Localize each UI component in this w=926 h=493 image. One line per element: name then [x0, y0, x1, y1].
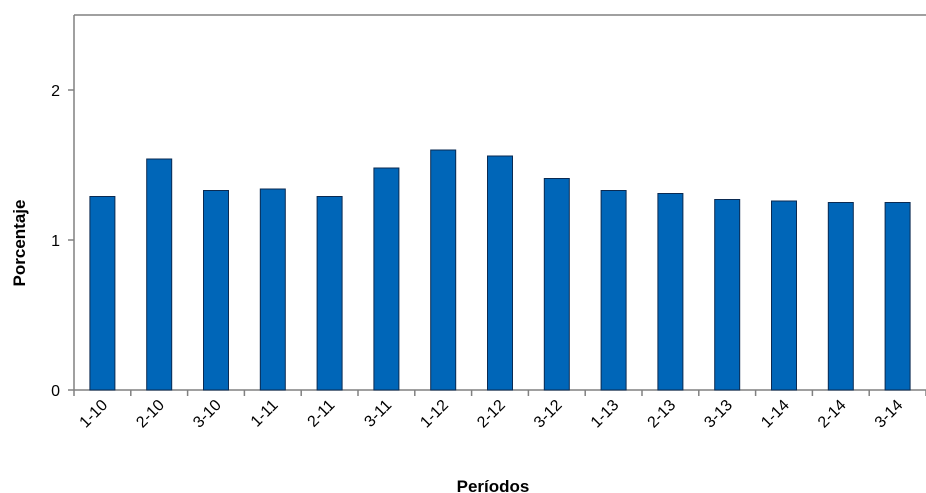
x-tick-label: 2-14 — [815, 397, 850, 432]
x-tick-label: 1-13 — [588, 397, 623, 432]
y-tick-label: 2 — [51, 83, 60, 100]
bar-3-12 — [543, 178, 570, 391]
plot-area: 1-10 2-10 3-10 1-11 2-11 3-11 1-12 2-12 3-12 1-13… — [51, 14, 926, 432]
x-tick-label: 3-10 — [190, 397, 225, 432]
bar-3-10 — [203, 190, 229, 391]
x-tick-label: 2-12 — [474, 397, 509, 432]
bar-3-13 — [714, 199, 741, 391]
x-tick-label: 2-13 — [645, 397, 680, 432]
x-tick-label: 1-12 — [417, 397, 452, 432]
x-axis-ticks — [73, 390, 926, 396]
bar-3-14 — [884, 202, 911, 391]
x-tick-label: 2-11 — [305, 397, 339, 431]
x-tick-label: 1-11 — [248, 397, 282, 431]
bar-2-13 — [657, 193, 684, 391]
bar-1-12 — [430, 149, 457, 391]
bar-1-10 — [89, 196, 116, 391]
bar-1-13 — [600, 190, 627, 391]
y-tick-label: 1 — [51, 233, 60, 250]
y-axis-tick-labels: 0 1 2 — [51, 83, 60, 400]
y-axis-ticks — [68, 89, 74, 391]
bar-3-11 — [373, 167, 400, 391]
bar-2-12 — [487, 155, 513, 391]
bar-1-11 — [259, 188, 286, 391]
x-axis-tick-labels: 1-10 2-10 3-10 1-11 2-11 3-11 1-12 2-12 3-12 1-13… — [77, 397, 907, 432]
bar-2-10 — [146, 158, 173, 391]
bar-2-14 — [827, 202, 854, 391]
x-tick-label: 3-12 — [531, 397, 566, 432]
x-tick-label: 1-10 — [77, 397, 112, 432]
x-axis-title: Períodos — [457, 477, 530, 493]
y-tick-label: 0 — [51, 383, 60, 400]
y-axis-title: Porcentaje — [10, 200, 29, 287]
x-tick-label: 1-14 — [758, 397, 793, 432]
bar-1-14 — [771, 200, 797, 391]
x-tick-label: 3-13 — [701, 397, 736, 432]
bar-series — [89, 149, 911, 391]
x-tick-label: 3-11 — [361, 397, 395, 431]
bar-2-11 — [316, 196, 343, 391]
x-tick-label: 2-10 — [133, 397, 168, 432]
x-tick-label: 3-14 — [872, 397, 907, 432]
